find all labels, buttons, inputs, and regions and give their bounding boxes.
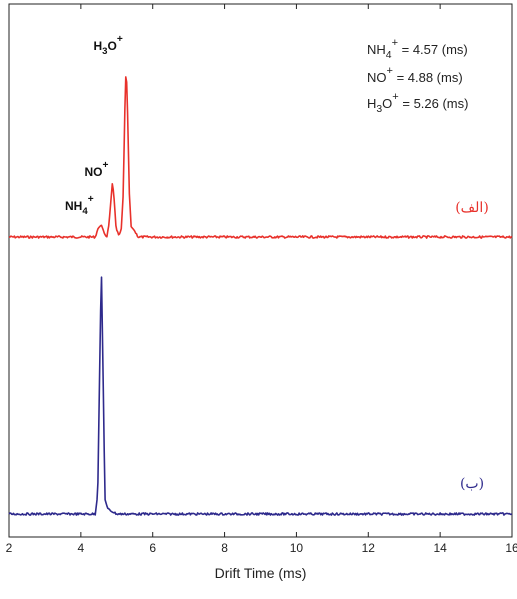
plot-frame xyxy=(8,3,513,538)
ion-subscript: 3 xyxy=(376,104,382,115)
ion-superscript: + xyxy=(88,194,94,205)
x-tick-label-8: 8 xyxy=(221,541,228,555)
peak-label-2: NO+ xyxy=(84,160,108,179)
ion-symbol: NH xyxy=(65,199,82,213)
peak-label-1: NH4+ xyxy=(65,194,94,217)
annotation-value: = 4.88 (ms) xyxy=(393,70,463,85)
x-axis-title: Drift Time (ms) xyxy=(215,565,307,581)
ion-subscript: 3 xyxy=(102,46,107,57)
x-tick-label-12: 12 xyxy=(362,541,376,555)
ion-subscript: 4 xyxy=(82,206,88,217)
ion-tail: O xyxy=(382,96,392,111)
x-axis-ticks: 2 4 6 8 10 12 14 16 xyxy=(6,4,517,555)
series-line-2 xyxy=(8,276,513,516)
series-label-2: (ب) xyxy=(460,476,484,492)
annotation-value: = 4.57 (ms) xyxy=(398,42,468,57)
x-tick-label-14: 14 xyxy=(433,541,447,555)
retention-annotation-2: NO+ = 4.88 (ms) xyxy=(367,65,463,85)
labels: (الف)(ب)NH4+NO+H3O+NH4+ = 4.57 (ms)NO+ =… xyxy=(65,34,489,492)
x-tick-label-6: 6 xyxy=(149,541,156,555)
ion-symbol: H xyxy=(367,96,376,111)
ion-superscript: + xyxy=(102,160,108,171)
ion-superscript: + xyxy=(392,37,398,49)
retention-annotation-1: NH4+ = 4.57 (ms) xyxy=(367,37,468,61)
ion-symbol: NO xyxy=(367,70,387,85)
x-tick-label-16: 16 xyxy=(505,541,517,555)
ion-symbol: NO xyxy=(84,165,102,179)
series-line-1 xyxy=(8,76,513,239)
x-tick-label-10: 10 xyxy=(290,541,304,555)
x-tick-label-2: 2 xyxy=(6,541,13,555)
peak-label-3: H3O+ xyxy=(93,34,122,57)
ion-tail: O xyxy=(107,39,116,53)
ion-superscript: + xyxy=(392,91,398,103)
ion-superscript: + xyxy=(387,65,393,77)
series-label-1: (الف) xyxy=(455,200,489,216)
traces xyxy=(8,76,513,516)
retention-annotation-3: H3O+ = 5.26 (ms) xyxy=(367,91,468,115)
annotation-value: = 5.26 (ms) xyxy=(399,96,469,111)
ion-subscript: 4 xyxy=(386,50,392,61)
ion-symbol: NH xyxy=(367,42,386,57)
ion-superscript: + xyxy=(117,34,123,45)
ion-symbol: H xyxy=(93,39,102,53)
x-tick-label-4: 4 xyxy=(78,541,85,555)
